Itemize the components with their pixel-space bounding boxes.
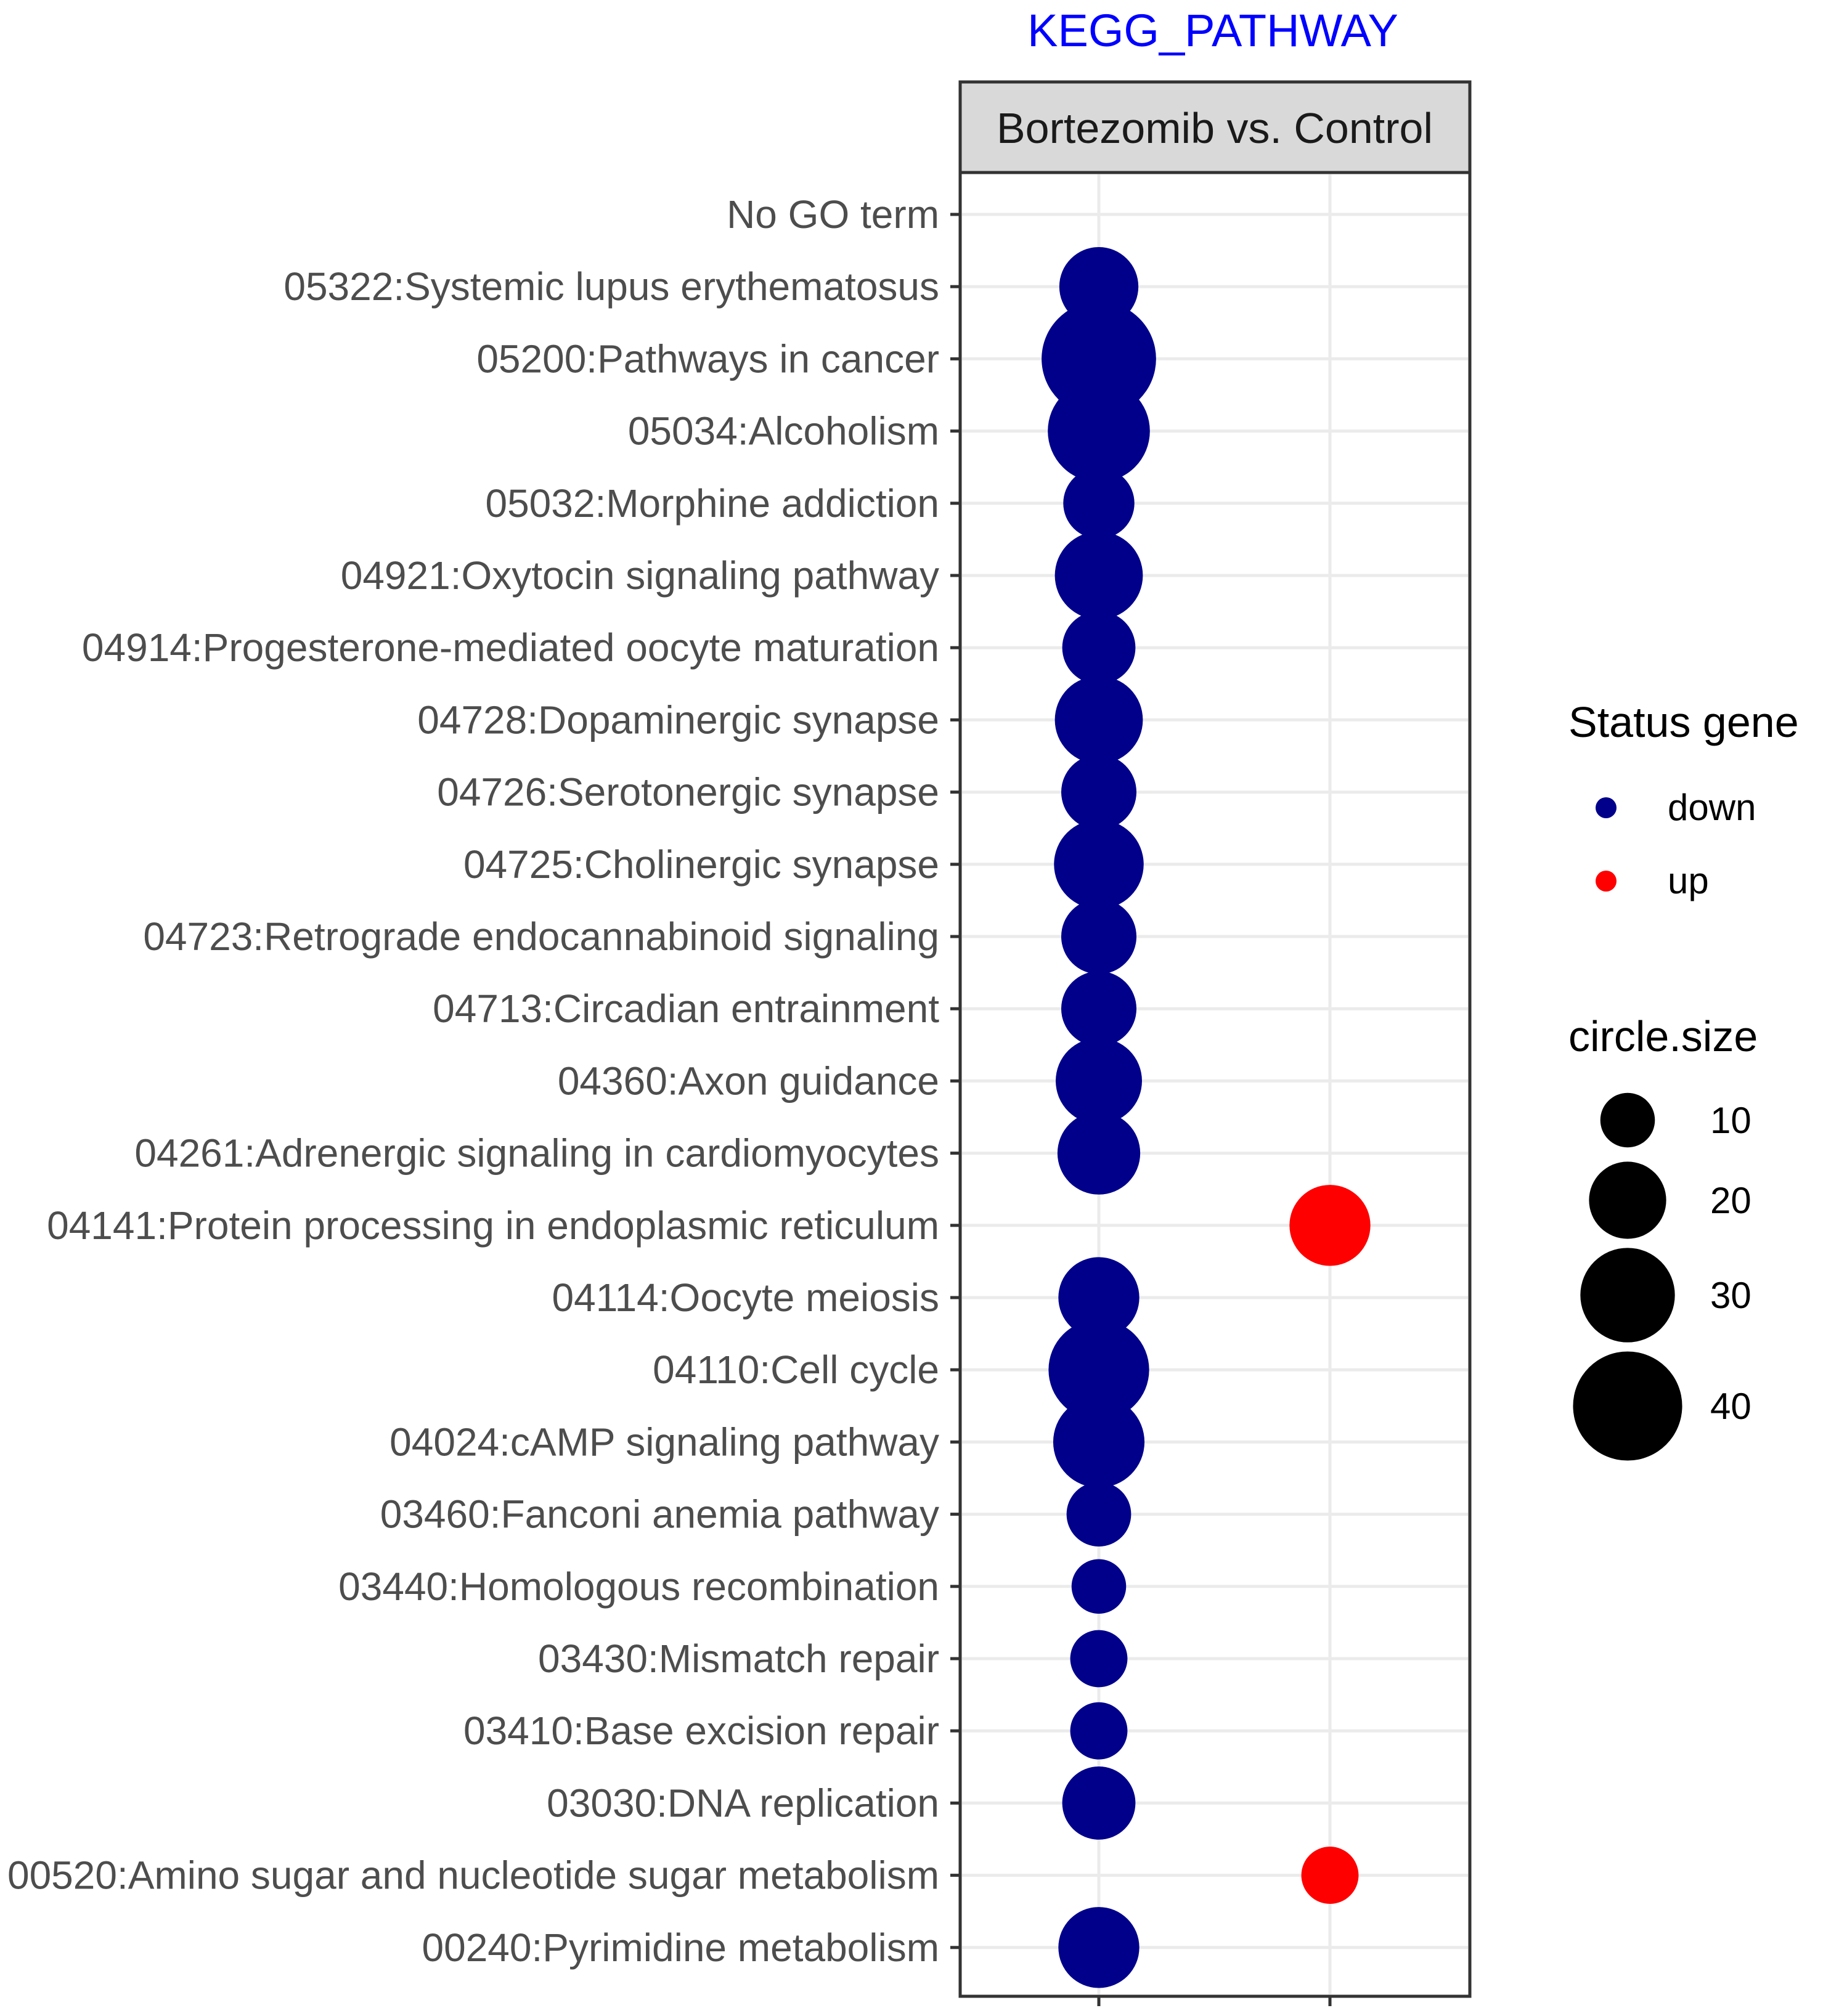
- y-tick-label: 04725:Cholinergic synapse: [463, 842, 939, 887]
- data-point-down: [1058, 1907, 1140, 1988]
- data-point-down: [1062, 1766, 1136, 1840]
- y-tick-label: 05034:Alcoholism: [628, 409, 939, 453]
- data-point-down: [1061, 971, 1137, 1047]
- y-axis-ticks: No GO term 05322:Systemic lupus erythemat…: [7, 192, 960, 1970]
- data-point-down: [1070, 1630, 1128, 1688]
- y-tick-label: 04024:cAMP signaling pathway: [389, 1420, 939, 1464]
- y-tick-label: 04914:Progesterone-mediated oocyte matur…: [82, 625, 939, 670]
- y-tick-label: 04261:Adrenergic signaling in cardiomyoc…: [134, 1131, 939, 1176]
- data-point-down: [1062, 611, 1136, 685]
- data-point-down: [1054, 819, 1144, 909]
- legend-size-key: [1573, 1351, 1682, 1461]
- chart-title: KEGG_PATHWAY: [1027, 5, 1398, 56]
- data-point-down: [1066, 1482, 1132, 1547]
- y-tick-label: 03430:Mismatch repair: [538, 1636, 939, 1681]
- y-tick-label: 04713:Circadian entrainment: [433, 986, 939, 1031]
- y-tick-label: 03460:Fanconi anemia pathway: [380, 1492, 939, 1537]
- data-point-down: [1058, 1257, 1140, 1338]
- data-point-down: [1042, 301, 1156, 417]
- data-point-down: [1063, 468, 1135, 539]
- legend-size-label: 10: [1710, 1100, 1751, 1141]
- y-tick-label: 04726:Serotonergic synapse: [437, 770, 939, 815]
- legend-key-down: [1596, 797, 1617, 818]
- y-tick-label: 04921:Oxytocin signaling pathway: [341, 553, 939, 598]
- data-point-down: [1061, 754, 1137, 830]
- data-point-down: [1070, 1702, 1128, 1760]
- y-tick-label: 05322:Systemic lupus erythematosus: [283, 264, 939, 309]
- y-tick-label: 04114:Oocyte meiosis: [552, 1275, 939, 1320]
- legend-color-title: Status gene: [1568, 698, 1799, 746]
- y-tick-label: 05200:Pathways in cancer: [476, 336, 939, 381]
- legend-size-label: 40: [1710, 1386, 1751, 1427]
- data-point-down: [1056, 1038, 1142, 1124]
- y-tick-label: 04110:Cell cycle: [653, 1347, 939, 1392]
- legend-color-entries: down up: [1596, 787, 1756, 901]
- y-tick-label: 04360:Axon guidance: [558, 1059, 939, 1103]
- grid-lines: [962, 174, 1468, 1994]
- data-point-down: [1061, 898, 1137, 975]
- y-tick-label: 03410:Base excision repair: [463, 1709, 939, 1753]
- legend-size-label: 30: [1710, 1275, 1751, 1316]
- legend-size-key: [1580, 1248, 1675, 1343]
- y-tick-label: No GO term: [727, 192, 939, 237]
- legend-key-up: [1596, 871, 1617, 892]
- y-tick-label: 03030:DNA replication: [547, 1781, 939, 1825]
- legend: Status gene down up circle.size 10 20 30 40: [1568, 698, 1799, 1461]
- data-point-down: [1054, 531, 1143, 620]
- y-tick-label: 04141:Protein processing in endoplasmic …: [47, 1203, 939, 1248]
- x-axis-ticks: [1097, 1996, 1332, 2006]
- legend-size-label: 20: [1710, 1180, 1751, 1221]
- legend-label-up: up: [1668, 860, 1709, 901]
- data-point-down: [1048, 1319, 1149, 1420]
- legend-size-key: [1600, 1092, 1655, 1148]
- y-tick-label: 04723:Retrograde endocannabinoid signali…: [143, 914, 939, 959]
- plot-panel: [958, 171, 1472, 1998]
- y-tick-label: 05032:Morphine addiction: [485, 481, 939, 526]
- y-tick-label: 00240:Pyrimidine metabolism: [422, 1925, 940, 1970]
- data-point-down: [1048, 380, 1150, 482]
- legend-size-entries: 10 20 30 40: [1573, 1092, 1751, 1461]
- data-points: [1042, 247, 1371, 1988]
- data-point-down: [1054, 676, 1143, 764]
- y-tick-label: 00520:Amino sugar and nucleotide sugar m…: [7, 1853, 939, 1898]
- data-point-up: [1301, 1847, 1359, 1904]
- legend-size-title: circle.size: [1568, 1012, 1758, 1060]
- y-tick-label: 04728:Dopaminergic synapse: [417, 697, 939, 742]
- data-point-down: [1057, 1112, 1141, 1195]
- legend-label-down: down: [1668, 787, 1756, 828]
- facet-strip-label: Bortezomib vs. Control: [997, 104, 1433, 152]
- data-point-down: [1071, 1559, 1127, 1614]
- legend-size-key: [1589, 1161, 1666, 1239]
- y-tick-label: 03440:Homologous recombination: [338, 1564, 939, 1609]
- facet-strip: [958, 80, 1472, 174]
- data-point-up: [1289, 1185, 1371, 1266]
- data-point-down: [1053, 1396, 1145, 1488]
